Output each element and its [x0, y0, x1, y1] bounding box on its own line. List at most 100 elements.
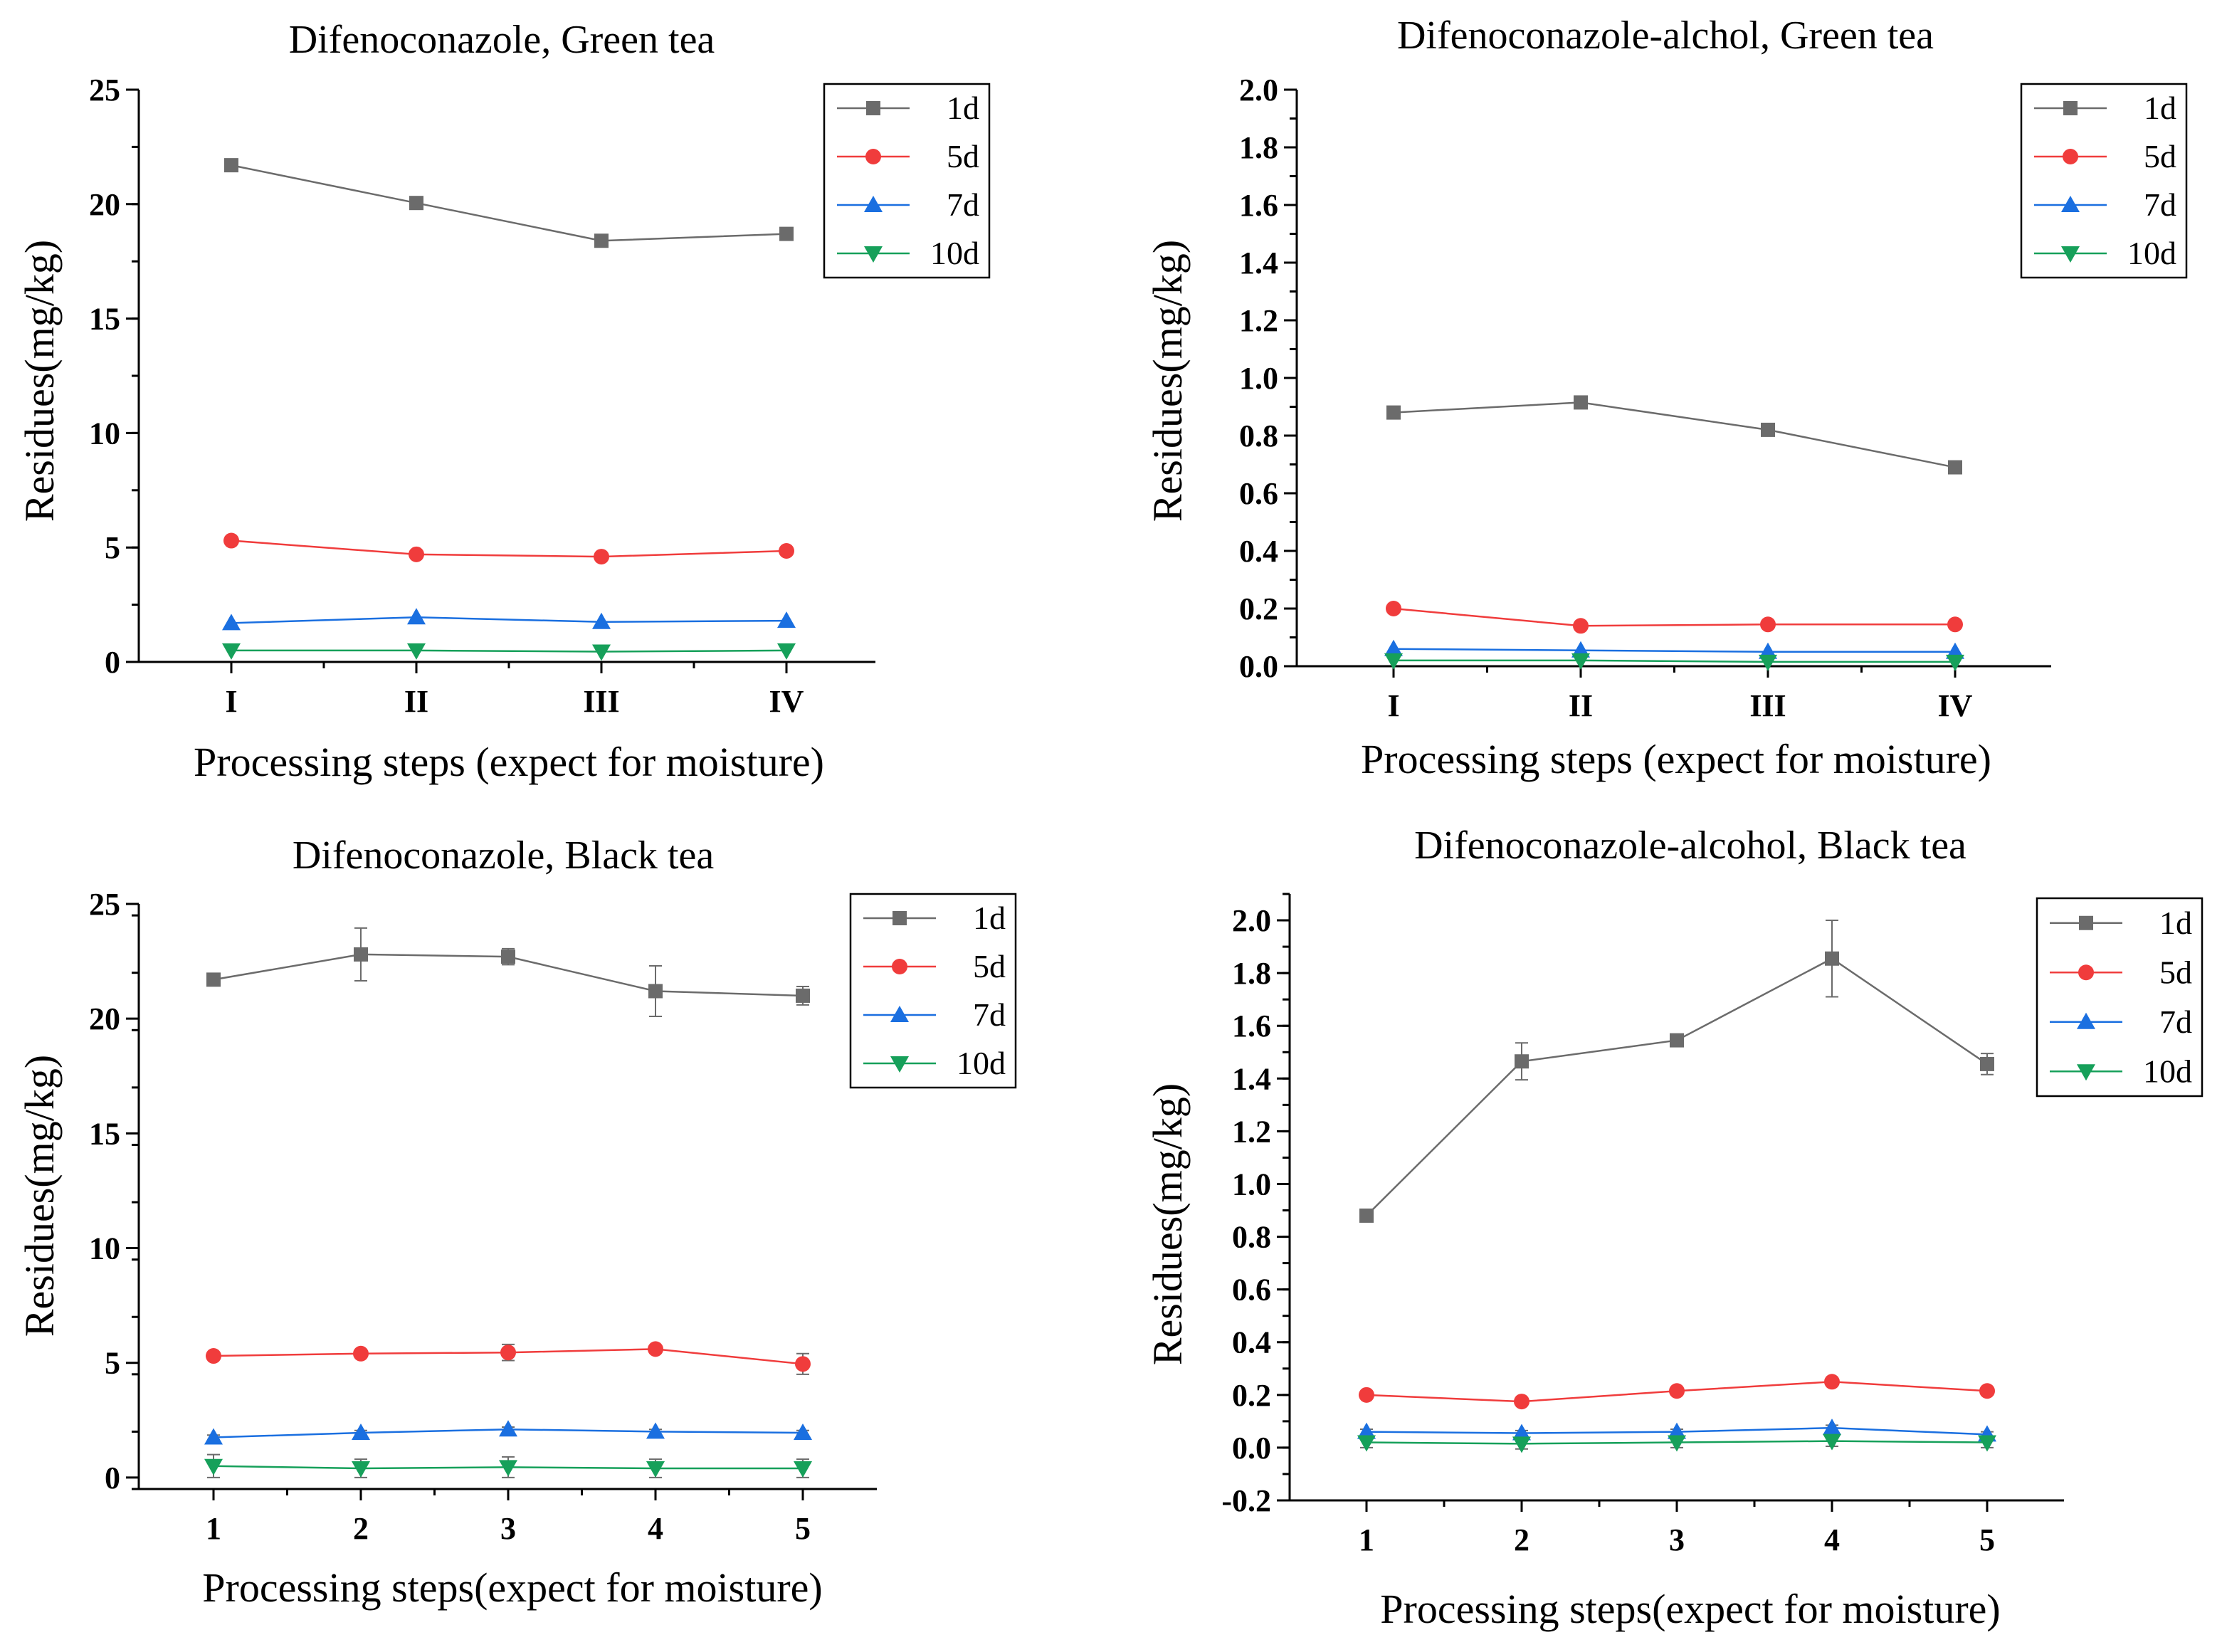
legend-label-1d: 1d	[2159, 905, 2192, 941]
legend-label-7d: 7d	[973, 996, 1006, 1033]
y-tick-label: 5	[105, 1346, 120, 1381]
data-point-1d	[648, 984, 663, 999]
y-tick-label: 0.2	[1232, 1378, 1271, 1413]
data-point-10d	[222, 643, 241, 660]
x-axis-label: Processing steps(expect for moisture)	[202, 1564, 822, 1611]
y-tick-label: 5	[105, 530, 120, 565]
data-point-7d	[1512, 1424, 1531, 1441]
x-tick-label: I	[225, 684, 237, 719]
data-point-5d	[779, 543, 794, 559]
legend-label-1d: 1d	[947, 90, 979, 126]
series-10d	[1384, 653, 1964, 671]
y-tick-label: 0.4	[1239, 534, 1278, 569]
legend: 1d 5d 7d 10d	[849, 893, 1017, 1089]
y-tick-label: 1.4	[1239, 246, 1278, 280]
data-point-7d	[1823, 1419, 1841, 1436]
legend-label-7d: 7d	[2159, 1004, 2192, 1040]
y-tick-label: 1.0	[1232, 1167, 1271, 1201]
data-point-10d	[1512, 1436, 1531, 1453]
series-1d	[224, 158, 794, 248]
data-point-5d	[795, 1356, 811, 1372]
x-axis-label: Processing steps (expect for moisture)	[1361, 736, 1991, 782]
data-point-7d	[1668, 1422, 1686, 1439]
series-line-10d	[1394, 659, 1955, 663]
x-tick-label: IV	[769, 684, 804, 719]
data-point-7d	[222, 614, 241, 631]
data-point-10d	[1571, 653, 1590, 670]
y-tick-label: 10	[89, 1231, 120, 1266]
data-point-5d	[1669, 1383, 1685, 1399]
y-axis-label: Residues(mg/kg)	[16, 1055, 63, 1337]
legend-marker-10d	[2077, 1064, 2095, 1081]
y-tick-label: 1.8	[1239, 130, 1278, 165]
series-5d	[1386, 601, 1963, 634]
x-tick-label: 4	[648, 1511, 663, 1546]
legend-marker-5d	[2063, 149, 2078, 164]
y-tick-label: 0.8	[1232, 1220, 1271, 1255]
legend-box	[2036, 897, 2203, 1098]
x-tick-label: 2	[353, 1511, 369, 1546]
legend-marker-7d	[864, 196, 883, 212]
series-5d	[206, 1341, 811, 1375]
data-point-10d	[1384, 653, 1403, 670]
chart-title: Difenoconazole, Green tea	[289, 18, 715, 62]
data-point-10d	[592, 644, 611, 661]
data-point-7d	[499, 1420, 517, 1437]
data-point-1d	[1386, 405, 1401, 420]
y-tick-label: 2.0	[1239, 73, 1278, 107]
y-tick-label: 1.8	[1232, 956, 1271, 991]
legend-label-10d: 10d	[957, 1045, 1006, 1081]
data-point-1d	[354, 947, 368, 962]
x-tick-label: 3	[500, 1511, 516, 1546]
legend-marker-5d	[865, 149, 881, 164]
data-point-1d	[594, 233, 609, 248]
legend-label-10d: 10d	[930, 235, 979, 271]
data-point-7d	[407, 608, 426, 625]
legend-label-1d: 1d	[973, 900, 1006, 936]
data-point-10d	[1357, 1435, 1376, 1452]
x-axis-label: Processing steps(expect for moisture)	[1380, 1586, 2000, 1632]
y-tick-label: 10	[89, 416, 120, 451]
series-1d	[206, 927, 810, 1017]
data-point-5d	[353, 1345, 369, 1362]
y-tick-label: 15	[89, 1116, 120, 1151]
data-point-1d	[779, 226, 794, 241]
legend-marker-7d	[2061, 196, 2080, 212]
x-tick-label: I	[1387, 688, 1399, 723]
data-point-5d	[648, 1341, 663, 1357]
x-tick-label: II	[404, 684, 428, 719]
y-tick-label: 1.2	[1232, 1114, 1271, 1149]
series-1d	[1359, 920, 1994, 1223]
series-10d	[204, 1453, 812, 1478]
legend-marker-1d	[2063, 101, 2078, 115]
y-tick-label: 1.2	[1239, 303, 1278, 338]
legend-marker-1d	[866, 101, 880, 115]
data-point-1d	[224, 158, 238, 173]
y-tick-label: 0	[105, 1461, 120, 1495]
x-axis-label: Processing steps (expect for moisture)	[194, 739, 824, 785]
y-tick-label: 0.0	[1232, 1431, 1271, 1466]
data-point-5d	[1573, 618, 1589, 634]
x-tick-label: III	[1749, 688, 1786, 723]
data-point-1d	[1761, 422, 1775, 437]
y-tick-label: 0.0	[1239, 649, 1278, 684]
y-tick-label: 15	[89, 302, 120, 337]
data-point-7d	[777, 611, 796, 628]
data-point-10d	[1823, 1433, 1841, 1451]
y-tick-label: 1.4	[1232, 1061, 1271, 1096]
data-point-10d	[777, 643, 796, 660]
legend-label-10d: 10d	[2127, 235, 2176, 271]
data-point-1d	[206, 972, 221, 987]
data-point-7d	[592, 612, 611, 629]
x-tick-label: III	[583, 684, 619, 719]
data-point-5d	[500, 1345, 516, 1361]
data-point-5d	[206, 1348, 221, 1364]
y-tick-label: 0	[105, 645, 120, 680]
legend: 1d 5d 7d 10d	[823, 83, 991, 279]
y-tick-label: 0.2	[1239, 591, 1278, 626]
series-7d	[1384, 639, 1964, 659]
series-line-7d	[231, 616, 787, 624]
data-point-5d	[1760, 616, 1776, 633]
data-point-10d	[1759, 654, 1777, 671]
